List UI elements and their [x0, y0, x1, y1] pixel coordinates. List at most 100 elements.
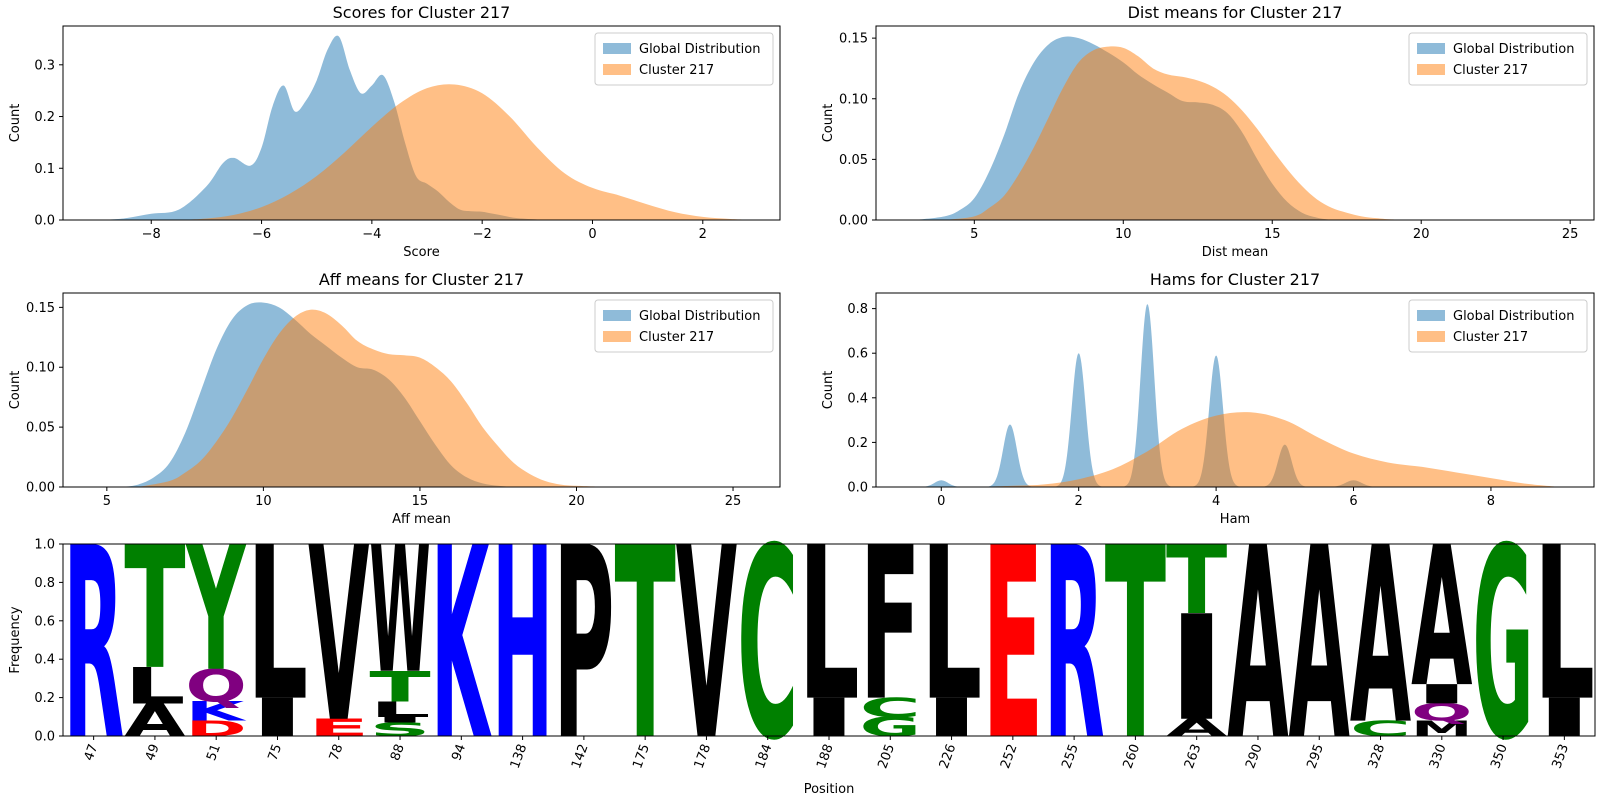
logo-letter-G: G — [1472, 492, 1533, 798]
axes-frame — [875, 292, 1595, 488]
legend-swatch — [603, 331, 631, 342]
logo-letter-I: I — [369, 715, 430, 724]
logo-letter-V: V — [676, 492, 737, 798]
legend-entry: Cluster 217 — [1453, 330, 1528, 345]
x-tick-label: 25 — [725, 494, 742, 509]
x-tick-label: 6 — [1349, 494, 1357, 509]
axes-frame — [875, 25, 1595, 221]
logo-letter-L: L — [798, 502, 859, 748]
legend-entry: Global Distribution — [1453, 42, 1574, 57]
legend-entry: Cluster 217 — [639, 330, 714, 345]
y-tick-label: 0.2 — [34, 110, 55, 125]
x-tick-label: 0 — [937, 494, 945, 509]
logo-letter-E: E — [982, 494, 1043, 799]
legend-box — [1408, 32, 1588, 86]
logo-letter-A: A — [1227, 492, 1288, 798]
y-tick-label: 0.0 — [34, 730, 55, 745]
x-axis-label: Ham — [1220, 512, 1250, 527]
y-tick-label: 0.3 — [34, 58, 55, 73]
y-tick-label: 0.2 — [34, 691, 55, 706]
logo-letter-T: T — [1166, 525, 1227, 636]
cluster-area — [138, 309, 608, 487]
panel-title: Scores for Cluster 217 — [333, 3, 511, 22]
legend: Global Distribution Cluster 217 — [1408, 299, 1588, 353]
logo-letter-K: K — [431, 491, 492, 798]
legend-entry: Cluster 217 — [1453, 63, 1528, 78]
x-axis-label: Score — [403, 245, 439, 260]
logo-letter-W: W — [369, 510, 430, 712]
x-axis-label: Dist mean — [1202, 245, 1269, 260]
y-tick-label: 0.00 — [26, 481, 55, 496]
y-tick-label: 0.4 — [34, 653, 55, 668]
x-tick-label: −4 — [362, 227, 381, 242]
legend-swatch — [603, 43, 631, 54]
logo-letter-T: T — [1105, 494, 1166, 799]
position-tick-label: 51 — [204, 742, 224, 763]
y-axis-label: Count — [821, 104, 836, 143]
logo-letter-V: V — [308, 499, 369, 777]
x-axis-label: Position — [804, 782, 855, 797]
legend-box — [594, 32, 774, 86]
legend-box — [1408, 299, 1588, 353]
logo-letter-L: L — [124, 658, 185, 716]
y-axis-label: Count — [8, 104, 23, 143]
y-axis-label: Count — [8, 371, 23, 410]
logo-letter-Q: Q — [186, 660, 247, 712]
logo-letter-L: L — [247, 502, 308, 748]
legend: Global Distribution Cluster 217 — [1408, 32, 1588, 86]
logo-letter-S: S — [369, 719, 430, 741]
legend-swatch — [603, 64, 631, 75]
y-tick-label: 0.10 — [26, 361, 55, 376]
legend-entry: Global Distribution — [639, 309, 760, 324]
x-tick-label: 5 — [970, 227, 978, 242]
logo-letter-Q: Q — [1411, 699, 1472, 727]
legend-swatch — [1417, 310, 1445, 321]
logo-letter-R: R — [1043, 492, 1104, 798]
x-tick-label: 15 — [1264, 227, 1281, 242]
x-tick-label: 8 — [1487, 494, 1495, 509]
density-panel-0: −8 −6 −4 −2 0 2 0.0 0.1 0.2 0.3 Scores for Cluster… — [8, 3, 781, 260]
logo-letter-Y: Y — [185, 511, 247, 710]
cluster-area — [178, 84, 758, 220]
x-tick-label: 25 — [1562, 227, 1579, 242]
y-tick-label: 0.4 — [847, 391, 868, 406]
y-tick-label: 1.0 — [34, 538, 55, 553]
y-tick-label: 0.05 — [839, 153, 868, 168]
logo-letter-T: T — [124, 511, 185, 707]
y-tick-label: 0.15 — [839, 32, 868, 47]
y-tick-label: 0.8 — [34, 576, 55, 591]
position-tick-label: 78 — [327, 742, 347, 763]
y-axis-label: Count — [821, 371, 836, 410]
panel-title: Hams for Cluster 217 — [1150, 270, 1320, 289]
position-tick-label: 49 — [143, 742, 163, 763]
y-tick-label: 0.15 — [26, 301, 55, 316]
x-tick-label: 15 — [412, 494, 429, 509]
legend: Global Distribution Cluster 217 — [594, 32, 774, 86]
y-tick-label: 0.8 — [847, 302, 868, 317]
x-tick-label: 2 — [1075, 494, 1083, 509]
legend-swatch — [1417, 64, 1445, 75]
logo-letter-I: I — [1411, 679, 1472, 710]
x-tick-label: 4 — [1212, 494, 1220, 509]
y-tick-label: 0.6 — [847, 347, 868, 362]
x-tick-label: −6 — [252, 227, 271, 242]
position-tick-label: 94 — [449, 742, 469, 763]
global-distribution-area — [96, 35, 593, 220]
position-tick-label: 88 — [388, 742, 408, 763]
legend-entry: Cluster 217 — [639, 63, 714, 78]
x-axis-label: Aff mean — [392, 512, 451, 527]
legend-box — [594, 299, 774, 353]
cluster-area — [944, 46, 1422, 220]
density-panel-3: 0 2 4 6 8 0.0 0.2 0.4 0.6 0.8 Hams for Cluster 217… — [821, 270, 1595, 527]
legend: Global Distribution Cluster 217 — [594, 299, 774, 353]
x-tick-label: −2 — [473, 227, 492, 242]
axes-frame — [62, 25, 781, 221]
panel-title: Dist means for Cluster 217 — [1128, 3, 1343, 22]
axes-frame — [62, 292, 781, 488]
legend-entry: Global Distribution — [639, 42, 760, 57]
density-panel-1: 5 10 15 20 25 0.00 0.05 0.10 0.15 Dist means for … — [821, 3, 1595, 260]
y-tick-label: 0.6 — [34, 614, 55, 629]
logo-letter-F: F — [860, 504, 921, 749]
logo-letter-K: K — [186, 696, 247, 727]
